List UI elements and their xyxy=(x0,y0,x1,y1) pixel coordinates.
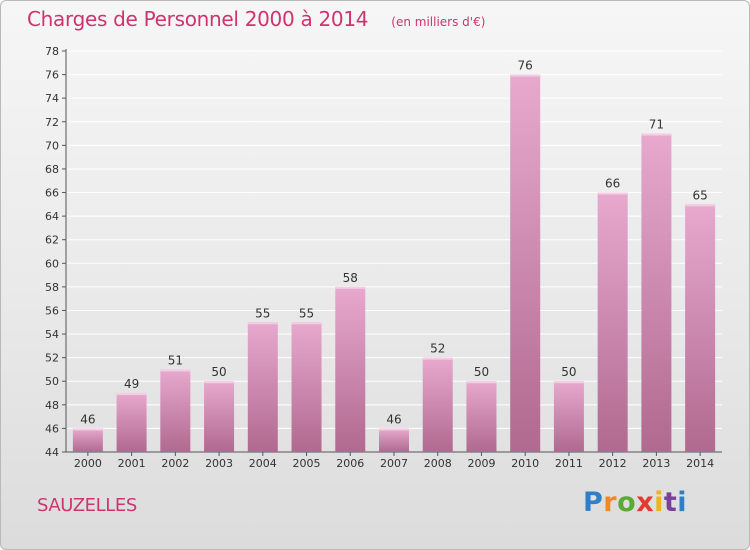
bar-2007 xyxy=(379,428,409,452)
x-tick-label-2008: 2008 xyxy=(424,457,452,470)
title-row: Charges de Personnel 2000 à 2014 (en mil… xyxy=(27,7,485,31)
y-tick-label: 52 xyxy=(45,352,59,365)
y-tick-label: 44 xyxy=(45,446,59,459)
value-label-2009: 50 xyxy=(474,365,489,379)
bar-2010 xyxy=(510,74,541,453)
x-tick-label-2010: 2010 xyxy=(511,457,539,470)
x-tick-label-2006: 2006 xyxy=(336,457,364,470)
bar-highlight xyxy=(72,428,103,431)
bar-2012 xyxy=(597,192,628,452)
proxiti-logo: Proxiti xyxy=(583,487,688,518)
y-tick-label: 78 xyxy=(45,45,59,58)
value-label-2005: 55 xyxy=(299,306,314,320)
place-name: SAUZELLES xyxy=(37,495,137,516)
value-label-2002: 51 xyxy=(168,353,183,367)
value-label-2006: 58 xyxy=(343,271,358,285)
y-tick-label: 72 xyxy=(45,116,59,129)
x-tick-label-2012: 2012 xyxy=(599,457,627,470)
value-label-2008: 52 xyxy=(430,342,445,356)
bar-highlight xyxy=(422,357,453,360)
bar-2014 xyxy=(685,204,716,452)
bar-highlight xyxy=(204,381,235,384)
bar-highlight xyxy=(641,133,672,136)
bar-highlight xyxy=(553,381,584,384)
bar-highlight xyxy=(160,369,191,372)
x-tick-label-2000: 2000 xyxy=(74,457,102,470)
y-tick-label: 46 xyxy=(45,422,59,435)
y-tick-label: 64 xyxy=(45,210,59,223)
x-tick-label-2014: 2014 xyxy=(686,457,714,470)
y-tick-label: 48 xyxy=(45,399,59,412)
y-tick-label: 54 xyxy=(45,328,59,341)
value-label-2010: 76 xyxy=(518,59,533,73)
x-tick-label-2002: 2002 xyxy=(161,457,189,470)
bar-2001 xyxy=(116,393,147,452)
x-tick-label-2005: 2005 xyxy=(293,457,321,470)
value-label-2004: 55 xyxy=(255,306,270,320)
x-tick-label-2009: 2009 xyxy=(467,457,495,470)
chart-subtitle: (en milliers d'€) xyxy=(391,15,486,29)
x-tick-label-2003: 2003 xyxy=(205,457,233,470)
value-label-2000: 46 xyxy=(80,412,95,426)
bar-highlight xyxy=(685,204,716,207)
y-tick-label: 56 xyxy=(45,304,59,317)
y-tick-label: 66 xyxy=(45,187,59,200)
bar-highlight xyxy=(247,322,278,325)
bar-2011 xyxy=(553,381,584,452)
bar-highlight xyxy=(597,192,628,195)
bar-highlight xyxy=(466,381,497,384)
value-label-2001: 49 xyxy=(124,377,139,391)
y-tick-label: 70 xyxy=(45,139,59,152)
bar-2002 xyxy=(160,369,191,452)
bar-2003 xyxy=(204,381,235,452)
y-tick-label: 76 xyxy=(45,69,59,82)
value-label-2013: 71 xyxy=(649,118,664,132)
chart-title: Charges de Personnel 2000 à 2014 xyxy=(27,7,369,31)
value-label-2003: 50 xyxy=(211,365,226,379)
bar-2000 xyxy=(72,428,103,452)
y-tick-label: 60 xyxy=(45,257,59,270)
x-tick-label-2011: 2011 xyxy=(555,457,583,470)
x-tick-label-2013: 2013 xyxy=(642,457,670,470)
value-label-2011: 50 xyxy=(561,365,576,379)
bar-highlight xyxy=(510,74,541,77)
bar-2008 xyxy=(422,357,453,452)
x-tick-label-2007: 2007 xyxy=(380,457,408,470)
value-label-2012: 66 xyxy=(605,177,620,191)
bar-highlight xyxy=(335,286,366,289)
bar-2004 xyxy=(247,322,278,452)
y-tick-label: 50 xyxy=(45,375,59,388)
bar-2006 xyxy=(335,286,366,452)
value-label-2014: 65 xyxy=(692,188,707,202)
y-tick-label: 58 xyxy=(45,281,59,294)
bar-2009 xyxy=(466,381,497,452)
value-label-2007: 46 xyxy=(386,412,401,426)
bar-2005 xyxy=(291,322,322,452)
bar-2013 xyxy=(641,133,672,452)
bar-highlight xyxy=(379,428,409,431)
bar-highlight xyxy=(291,322,322,325)
x-tick-label-2004: 2004 xyxy=(249,457,277,470)
bar-highlight xyxy=(116,393,147,396)
y-tick-label: 68 xyxy=(45,163,59,176)
y-tick-label: 62 xyxy=(45,234,59,247)
x-tick-label-2001: 2001 xyxy=(118,457,146,470)
y-tick-label: 74 xyxy=(45,92,59,105)
